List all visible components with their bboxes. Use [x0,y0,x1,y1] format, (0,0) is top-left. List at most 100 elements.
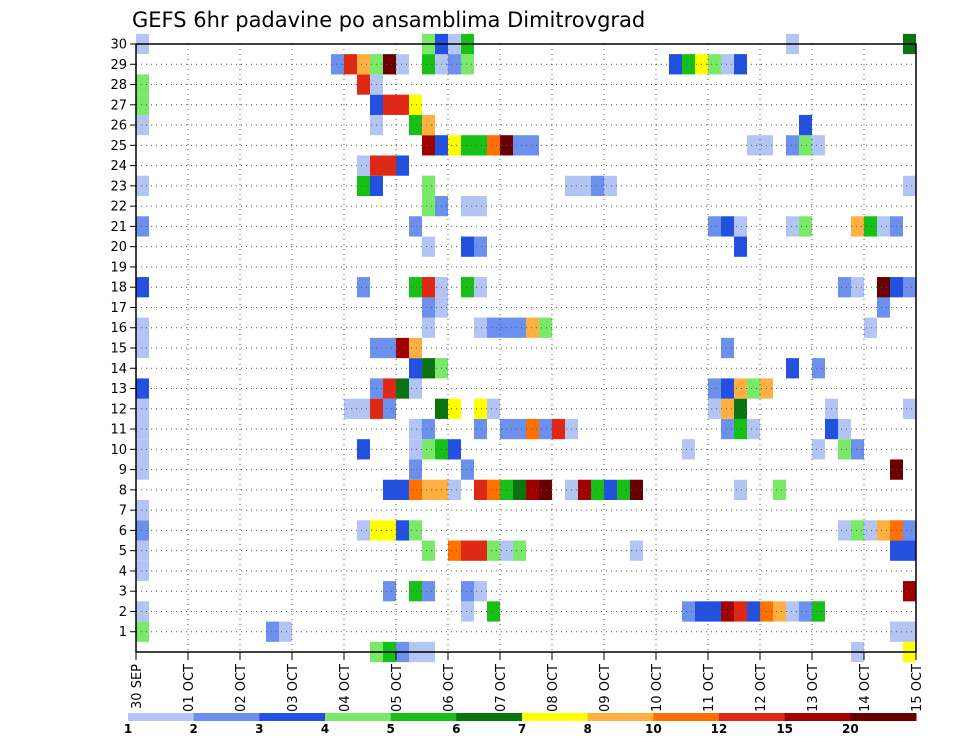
heatmap-cell-m8-t46 [734,479,747,500]
y-tick-label-21: 21 [110,220,127,235]
heatmap-cell-m11-t0 [136,418,149,440]
colorbar-label-20: 20 [842,722,859,736]
heatmap-cell-m14-t22 [422,358,435,379]
heatmap-cell-m3-t25 [461,581,474,602]
y-tick-label-25: 25 [110,139,127,154]
y-tick-label-22: 22 [110,200,127,215]
heatmap-cell-m21-t45 [721,216,734,237]
heatmap-cell-m14-t21 [409,358,422,379]
heatmap-cell-m16-t22 [422,317,435,338]
heatmap-cell-m29-t45 [721,54,734,75]
y-tick-label-15: 15 [110,342,127,357]
heatmap-cell-m25-t51 [799,135,812,156]
heatmap-cell-m11-t32 [552,418,565,440]
heatmap-cell-m12-t0 [136,398,149,419]
x-tick-label-1: 01 OCT [182,664,197,712]
heatmap-cell-m13-t47 [747,378,760,399]
heatmap-cell-m15-t0 [136,337,149,359]
y-tick-label-29: 29 [110,58,127,73]
heatmap-cell-m26-t51 [799,114,812,136]
heatmap-cell-m6-t21 [409,520,422,541]
heatmap-cell-m28-t0 [136,74,149,95]
heatmap-cell-m23-t35 [591,175,604,196]
heatmap-cell-m2-t27 [487,601,500,622]
grid-lines [136,43,916,652]
y-tick-label-8: 8 [119,483,127,498]
x-tick-label-7: 07 OCT [494,664,509,712]
heatmap-cell-m29-t46 [734,54,747,75]
colorbar-label-12: 12 [711,722,728,736]
heatmap-cell-m6-t54 [838,520,851,541]
heatmap-cell-m10-t24 [448,439,461,460]
heatmap-cell-m21-t51 [799,216,812,237]
heatmap-cell-m11-t54 [838,418,851,440]
x-tick-label-11: 11 OCT [702,664,717,712]
heatmap-cell-m13-t45 [721,378,734,399]
heatmap-cell-m21-t0 [136,216,149,237]
heatmap-cell-m3-t22 [422,581,435,602]
heatmap-cell-m12-t59 [903,398,916,419]
y-tick-label-14: 14 [110,362,127,377]
y-tick-label-2: 2 [119,605,127,620]
heatmap-cell-m22-t25 [461,196,487,217]
heatmap-cell-m27-t21 [409,94,422,115]
heatmap-cell-m15-t20 [396,337,409,359]
heatmap-cell-m18-t57 [877,277,890,298]
colorbar-label-3: 3 [255,722,263,736]
heatmap-cell-m13-t20 [396,378,409,399]
heatmap-cell-m25-t27 [487,135,500,156]
colorbar: 1 2 3 4 5 6 7 8 10 12 15 20 [124,713,917,736]
heatmap-cell-m20-t25 [461,236,474,257]
heatmap-cell-m2-t46 [734,601,747,622]
y-tick-label-18: 18 [110,281,127,296]
heatmap-cell-m8-t24 [448,479,461,500]
heatmap-cell-m2-t25 [461,601,474,622]
heatmap-cell-m25-t22 [422,135,435,156]
heatmap-cell-m29-t25 [461,54,474,75]
heatmap-cell-m23-t0 [136,175,149,196]
heatmap-cell-m8-t35 [591,479,604,500]
heatmap-cell-m8-t31 [539,479,552,500]
heatmap-cell-m8-t21 [409,479,422,500]
heatmap-cell-m21-t55 [851,216,864,237]
chart-title: GEFS 6hr padavine po ansamblima Dimitrov… [132,8,645,32]
heatmap-cell-m6-t20 [396,520,409,541]
heatmap-cell-m21-t57 [877,216,890,237]
heatmap-cell-m9-t25 [461,459,474,480]
y-tick-label-13: 13 [110,382,127,397]
heatmap-cell-m13-t44 [708,378,721,399]
y-tick-label-11: 11 [110,423,127,438]
heatmap-cell-m8-t29 [513,479,526,500]
heatmap-cell-m10-t0 [136,439,149,460]
heatmap-cell-m6-t0 [136,520,149,541]
heatmap-cell-m5-t24 [448,540,461,561]
y-tick-label-28: 28 [110,78,127,93]
heatmap-cell-m18-t0 [136,277,149,298]
colorbar-label-5: 5 [386,722,394,736]
y-tick-label-20: 20 [110,240,127,255]
heatmap-cell-m22-t22 [422,196,435,217]
colorbar-swatch-6 [456,713,523,721]
heatmap-cell-m16-t31 [539,317,552,338]
heatmap-cell-m6-t17 [357,520,370,541]
heatmap-cell-m12-t19 [383,398,396,419]
heatmap-cell-m16-t26 [474,317,487,338]
heatmap-cell-m25-t52 [812,135,825,156]
heatmap-cell-m29-t16 [344,54,357,75]
heatmap-cell-m10-t55 [851,439,864,460]
x-tick-label-10: 10 OCT [650,664,665,712]
colorbar-label-7: 7 [518,722,526,736]
y-tick-label-1: 1 [119,625,127,640]
colorbar-swatch-4 [325,713,392,721]
heatmap-cell-m12-t46 [734,398,747,419]
heatmap-cell-m16-t56 [864,317,877,338]
heatmap-cell-m14-t50 [786,358,799,379]
heatmap-cell-m18-t21 [409,277,422,298]
heatmap-cell-m23-t17 [357,175,370,196]
heatmap-cell-m18-t26 [474,277,487,298]
heatmap-cell-m6-t56 [864,520,877,541]
heatmap-cell-m2-t42 [682,601,695,622]
y-tick-label-12: 12 [110,402,127,417]
heatmap-cell-m10-t21 [409,439,422,460]
colorbar-label-6: 6 [452,722,460,736]
